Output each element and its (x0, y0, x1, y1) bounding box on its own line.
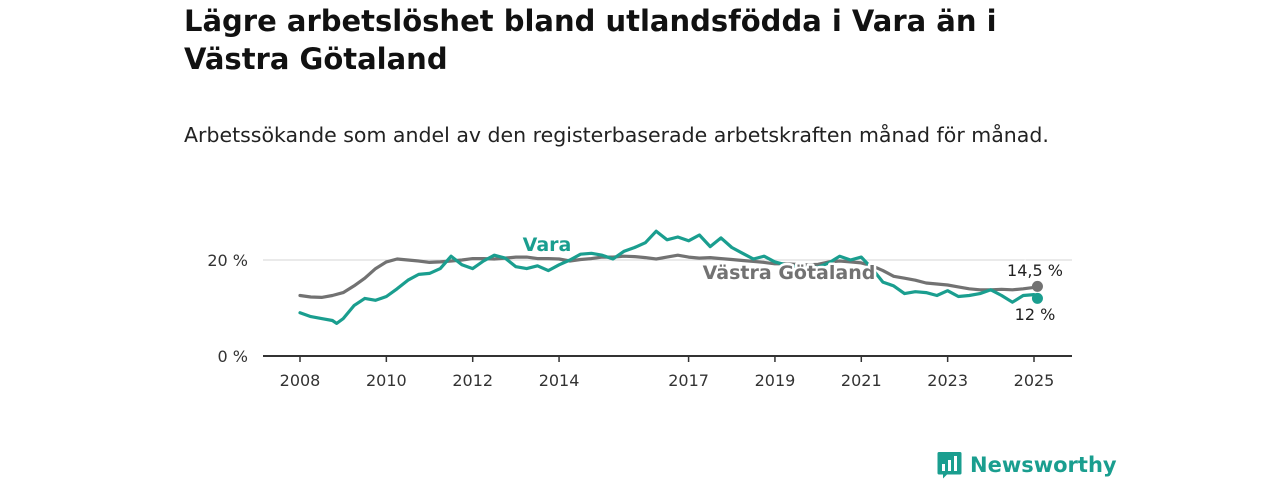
x-axis-ticks: 2008 2010 2012 2014 2017 2019 2021 2023 2025 (280, 356, 1055, 390)
end-value-label-v-stra-g-taland: 14,5 % (1007, 261, 1063, 280)
series-name-label-v-stra-g-taland: Västra Götaland (703, 262, 876, 284)
series-line-vara (298, 229, 1040, 325)
grid-lines (263, 259, 1072, 357)
line-chart: 0 % 20 % 2008 2010 2012 2014 2017 2019 2021 2023… (207, 229, 1072, 390)
newsworthy-logo: Newsworthy (937, 449, 1117, 481)
y-axis-ticks: 0 % 20 % (207, 251, 248, 366)
series-end-point-v-stra-g-taland (1031, 280, 1043, 292)
chart-subtitle: Arbetssökande som andel av den registerb… (184, 123, 1049, 147)
series-end-point-vara (1031, 292, 1043, 304)
x-tick-label-6: 2021 (841, 371, 882, 390)
newsworthy-logo-icon (937, 452, 962, 479)
x-tick-label-2: 2012 (452, 371, 493, 390)
y-tick-label-0: 0 % (218, 347, 248, 366)
series-name-label-vara: Vara (523, 234, 572, 256)
newsworthy-logo-text: Newsworthy (970, 453, 1117, 477)
x-tick-label-5: 2019 (755, 371, 796, 390)
series-line-v-stra-g-taland (298, 253, 1040, 299)
x-tick-label-4: 2017 (668, 371, 709, 390)
x-tick-label-0: 2008 (280, 371, 321, 390)
series-labels: Vara Västra Götaland 14,5 % 12 % (520, 232, 1065, 327)
end-value-label-vara: 12 % (1015, 305, 1056, 324)
y-tick-label-1: 20 % (207, 251, 248, 270)
x-tick-label-8: 2025 (1014, 371, 1055, 390)
x-tick-label-1: 2010 (366, 371, 407, 390)
x-tick-label-7: 2023 (927, 371, 968, 390)
chart-title: Lägre arbetslöshet bland utlandsfödda i … (184, 4, 997, 76)
series-lines (298, 229, 1043, 325)
x-tick-label-3: 2014 (539, 371, 580, 390)
